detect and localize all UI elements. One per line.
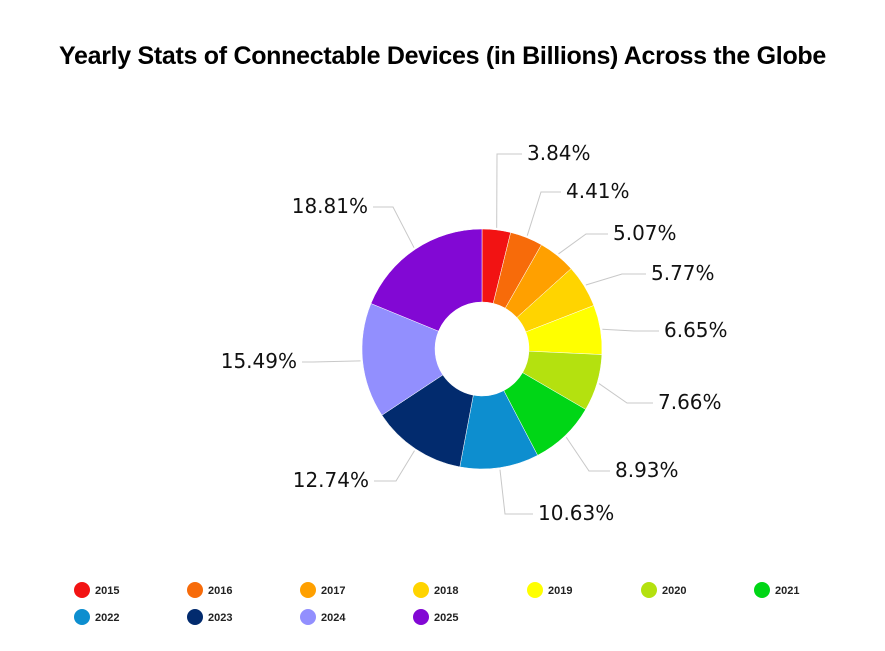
legend-item-2025[interactable]: 2025 [413,609,458,625]
data-label-2021: 8.93% [615,458,679,482]
chart-title: Yearly Stats of Connectable Devices (in … [59,42,826,70]
legend-item-2022[interactable]: 2022 [74,609,119,625]
legend-item-2021[interactable]: 2021 [754,582,799,598]
leader-line-2017 [558,233,608,255]
data-labels-group: 3.84% 4.41% 5.07% 5.77% 6.65% 7.66% 8.93%10.63… [221,141,728,525]
legend-item-2020[interactable]: 2020 [641,582,686,598]
legend-swatch-2025 [413,609,429,625]
legend-item-2017[interactable]: 2017 [300,582,345,598]
leader-line-2016 [526,191,561,236]
leader-line-2015 [496,153,522,228]
legend-swatch-2022 [74,609,90,625]
legend-swatch-2017 [300,582,316,598]
legend-label-2015: 2015 [95,585,119,597]
data-label-2022: 10.63% [538,501,614,525]
leader-line-2023 [374,450,415,482]
legend-swatch-2021 [754,582,770,598]
legend-item-2016[interactable]: 2016 [187,582,232,598]
data-label-2025: 18.81% [292,194,368,218]
legend-swatch-2020 [641,582,657,598]
legend-swatch-2016 [187,582,203,598]
leader-line-2025 [373,206,415,248]
legend-item-2018[interactable]: 2018 [413,582,458,598]
legend-swatch-2023 [187,609,203,625]
leader-lines-group [302,153,659,515]
legend-label-2017: 2017 [321,585,345,597]
data-label-2023: 12.74% [293,468,369,492]
leader-line-2018 [585,273,646,286]
leader-line-2024 [302,360,361,363]
legend-item-2023[interactable]: 2023 [187,609,232,625]
legend-label-2018: 2018 [434,585,458,597]
data-label-2020: 7.66% [658,390,722,414]
leader-line-2022 [499,469,533,515]
data-label-2018: 5.77% [651,261,715,285]
slices-group [361,228,603,470]
data-label-2016: 4.41% [566,179,630,203]
leader-line-2019 [602,328,659,332]
legend-item-2019[interactable]: 2019 [527,582,572,598]
legend-label-2020: 2020 [662,585,686,597]
leader-line-2020 [598,383,653,404]
legend-swatch-2024 [300,609,316,625]
legend-item-2024[interactable]: 2024 [300,609,346,625]
data-label-2015: 3.84% [527,141,591,165]
legend-item-2015[interactable]: 2015 [74,582,119,598]
legend-label-2025: 2025 [434,612,458,624]
legend-label-2016: 2016 [208,585,232,597]
legend-swatch-2015 [74,582,90,598]
leader-line-2021 [565,436,610,472]
legend-label-2024: 2024 [321,612,346,624]
data-label-2019: 6.65% [664,318,728,342]
legend-label-2023: 2023 [208,612,232,624]
legend-swatch-2018 [413,582,429,598]
legend-label-2019: 2019 [548,585,572,597]
legend: 2015 2016 2017 2018 2019 2020 2021 2022 2023 2024… [74,582,799,625]
legend-swatch-2019 [527,582,543,598]
legend-label-2022: 2022 [95,612,119,624]
slice-2025[interactable] [370,228,483,332]
legend-label-2021: 2021 [775,585,799,597]
data-label-2024: 15.49% [221,349,297,373]
data-label-2017: 5.07% [613,221,677,245]
